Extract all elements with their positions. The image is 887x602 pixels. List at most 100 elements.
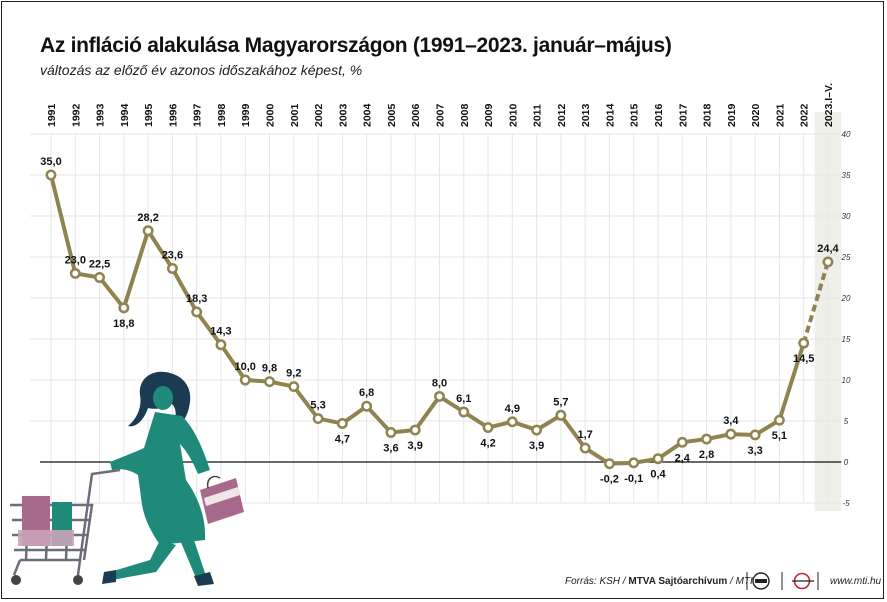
y-tick-label: 40 [842, 130, 851, 139]
mtva-logo-icon [746, 572, 770, 590]
face-icon [153, 386, 173, 410]
mti-logo-icon [781, 572, 819, 590]
data-point [166, 263, 178, 274]
x-tick-label: 1992 [70, 103, 82, 127]
data-point [749, 429, 761, 441]
cart-wheel-icon [11, 575, 21, 585]
data-point [506, 416, 518, 428]
data-point [264, 376, 275, 388]
x-tick-label: 2005 [386, 103, 398, 127]
y-tick-label: 20 [841, 294, 851, 303]
x-tick-label: 2002 [313, 103, 325, 127]
data-label: 23,0 [65, 254, 86, 266]
chart-title: Az infláció alakulása Magyarországon (19… [40, 34, 672, 57]
data-point [215, 339, 227, 351]
x-tick-label: 2009 [483, 103, 495, 127]
data-point [118, 302, 130, 314]
leg-icon [110, 540, 176, 580]
data-label: 9,8 [262, 363, 277, 375]
data-point [191, 306, 203, 318]
data-label: 9,2 [286, 368, 301, 380]
data-label: 14,3 [210, 326, 231, 338]
x-tick-label: 2018 [702, 103, 714, 127]
x-tick-label: 2010 [507, 103, 519, 127]
data-label: 23,6 [162, 249, 183, 261]
x-tick-label: 2012 [556, 103, 568, 127]
y-tick-label: 25 [841, 253, 851, 262]
data-point [288, 381, 300, 393]
source-suffix: / MTI [727, 576, 753, 587]
x-tick-label: 2015 [629, 103, 641, 127]
inflation-series-dashed-segment [801, 261, 830, 344]
data-label: 5,1 [772, 430, 787, 442]
data-label: 14,5 [793, 353, 814, 365]
woman-with-shopping-cart-illustration [10, 371, 244, 586]
x-tick-label: 1995 [143, 103, 155, 127]
data-label: 18,3 [186, 293, 207, 305]
bag-handle-icon [206, 475, 221, 489]
data-label: 4,7 [335, 433, 350, 445]
x-tick-label: 2022 [799, 103, 811, 127]
x-tick-label: 2008 [459, 103, 471, 127]
data-label: 3,4 [723, 415, 739, 427]
x-tick-label: 1999 [240, 103, 252, 127]
x-tick-label: 2016 [653, 103, 665, 127]
source-mtva: MTVA Sajtóarchívum [628, 576, 728, 587]
data-label: 6,1 [456, 393, 471, 405]
x-tick-label: 2004 [362, 103, 374, 127]
y-tick-label: 15 [842, 335, 851, 344]
x-tick-label: 1991 [46, 103, 58, 127]
x-tick-label: 2017 [677, 103, 689, 127]
x-tick-label: 1993 [95, 103, 107, 127]
data-label: 8,0 [432, 377, 447, 389]
y-tick-label: 35 [842, 171, 851, 180]
data-label: 22,5 [89, 259, 110, 271]
x-tick-label: 2006 [410, 103, 422, 127]
data-point [409, 424, 421, 436]
data-label: 2,8 [699, 449, 714, 461]
data-label: 3,3 [747, 445, 762, 457]
source-credit: Forrás: KSH / MTVA Sajtóarchívum / MTI [565, 576, 753, 587]
x-tick-label: 1994 [119, 103, 131, 127]
data-label: 5,7 [553, 396, 568, 408]
source-prefix: Forrás: KSH / [565, 576, 629, 587]
data-point [701, 433, 713, 445]
data-label: 3,6 [383, 442, 398, 454]
data-point [555, 409, 567, 421]
x-tick-label: 2023.I–V. [823, 83, 835, 127]
data-label: 5,3 [310, 400, 325, 412]
data-label: 4,2 [480, 438, 495, 450]
data-point [142, 225, 154, 237]
data-point [725, 428, 737, 440]
data-point [94, 272, 106, 283]
data-point [652, 453, 664, 465]
y-tick-label: 30 [842, 212, 851, 221]
data-label: 6,8 [359, 387, 374, 399]
data-label: -0,1 [624, 473, 643, 485]
x-tick-label: 2011 [532, 104, 544, 127]
data-point [822, 256, 834, 268]
data-point [676, 436, 688, 448]
data-label: 35,0 [40, 156, 61, 168]
x-tick-label: 2019 [726, 103, 738, 127]
y-tick-label: -5 [842, 499, 850, 508]
x-tick-label: 2021 [774, 103, 786, 127]
data-point [385, 427, 397, 438]
shoe-icon [102, 570, 116, 584]
data-point [628, 457, 640, 469]
data-label: 4,9 [505, 403, 520, 415]
data-point [336, 418, 348, 429]
x-tick-label: 2007 [434, 103, 446, 127]
x-tick-label: 2013 [580, 103, 592, 127]
cart-wheel-icon [73, 575, 83, 585]
cart-box-icon [18, 530, 74, 546]
data-label: 28,2 [137, 212, 158, 224]
data-point [458, 406, 470, 418]
bag-stripe-icon [204, 487, 240, 506]
data-point [239, 374, 251, 386]
leg-icon [180, 540, 206, 578]
x-tick-label: 2003 [337, 103, 349, 127]
data-point [603, 458, 615, 470]
data-label: 3,9 [408, 440, 423, 452]
